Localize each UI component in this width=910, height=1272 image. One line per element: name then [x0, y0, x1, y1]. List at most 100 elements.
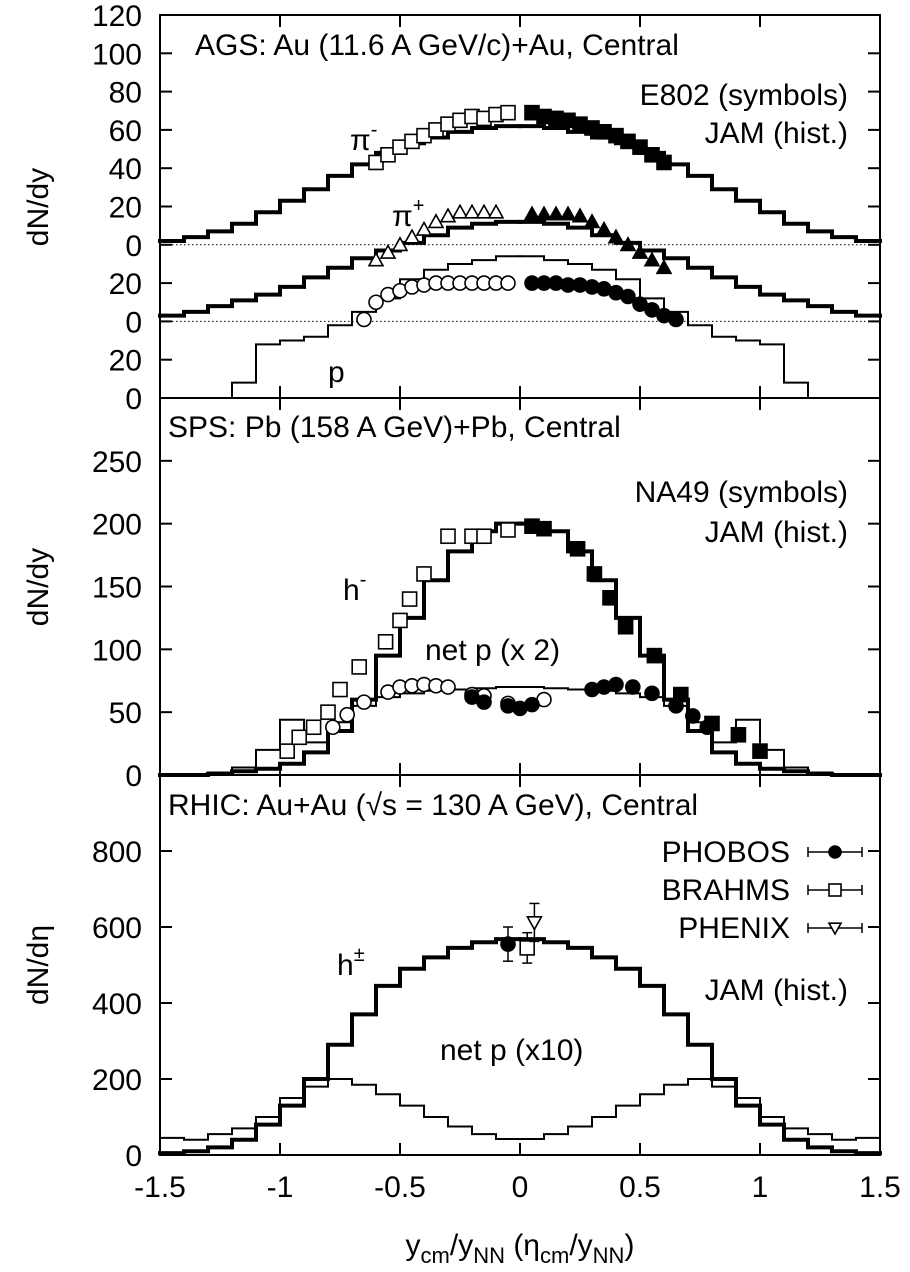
curve-label: π-: [350, 119, 377, 157]
x-tick-label: 0: [512, 1171, 529, 1204]
marker-circle: [476, 694, 492, 710]
marker-square: [377, 633, 394, 650]
marker-square: [279, 743, 296, 759]
panel-title: AGS: Au (11.6 A GeV/c)+Au, Central: [195, 29, 679, 62]
marker-triangle: [655, 259, 673, 275]
marker-square: [828, 883, 842, 897]
marker-square: [392, 612, 408, 629]
marker-circle: [608, 676, 624, 693]
y-tick-label: 600: [92, 912, 142, 945]
marker-square: [416, 566, 432, 582]
marker-triangle: [403, 228, 421, 244]
marker-circle: [356, 311, 372, 328]
marker-triangle: [427, 213, 445, 229]
x-tick-label: 0.5: [619, 1171, 661, 1204]
marker-triangle-down: [526, 916, 543, 932]
marker-triangle: [583, 213, 601, 229]
y-tick-label: 150: [92, 572, 142, 605]
y-tick-label: 80: [109, 77, 142, 110]
marker-circle: [500, 936, 516, 952]
y-tick-label: 20: [109, 268, 142, 301]
marker-circle: [500, 275, 516, 291]
marker-square: [536, 520, 552, 537]
label-text: π: [392, 200, 413, 233]
marker-triangle: [559, 205, 577, 221]
panel-title: RHIC: Au+Au (√s = 130 A GeV), Central: [168, 789, 698, 822]
marker-circle: [644, 685, 660, 702]
curve-label: h±: [337, 944, 365, 982]
marker-square: [656, 154, 672, 171]
marker-triangle: [595, 220, 613, 236]
marker-triangle: [439, 207, 457, 223]
x-label-sub: cm: [421, 1243, 450, 1268]
marker-circle: [368, 294, 384, 311]
marker-circle: [324, 719, 341, 736]
y-tick-label: 400: [92, 988, 142, 1021]
marker-triangle: [523, 205, 541, 221]
x-tick-label: -1.5: [134, 1171, 186, 1204]
label-sup: -: [371, 119, 378, 141]
marker-triangle: [367, 251, 385, 267]
y-tick-label: 0: [125, 306, 142, 339]
marker-triangle: [631, 243, 649, 259]
marker-circle: [828, 845, 842, 859]
panel-title: SPS: Pb (158 A GeV)+Pb, Central: [168, 411, 621, 444]
x-label-part: ): [624, 1229, 634, 1262]
note: JAM (hist.): [705, 974, 848, 1007]
y-tick-label: 20: [109, 192, 142, 225]
y-tick-label: 250: [92, 446, 142, 479]
y-tick-label: 50: [109, 697, 142, 730]
y-tick-label: 0: [125, 230, 142, 263]
marker-circle: [440, 679, 456, 695]
legend-label: PHENIX: [678, 912, 790, 945]
x-tick-label: 1.5: [859, 1171, 901, 1204]
y-axis-label: dN/dy: [22, 168, 55, 246]
legend-label: PHOBOS: [662, 836, 790, 869]
marker-square: [569, 540, 586, 557]
marker-circle: [668, 698, 684, 714]
x-tick-label: 1: [752, 1171, 769, 1204]
marker-triangle-down: [827, 922, 843, 936]
marker-circle: [699, 719, 716, 736]
marker-square: [401, 591, 418, 607]
label-text: π: [350, 124, 371, 157]
marker-circle: [684, 708, 701, 724]
marker-square: [320, 704, 336, 720]
marker-triangle: [475, 203, 493, 219]
marker-triangle: [487, 203, 505, 219]
marker-circle: [620, 288, 636, 305]
y-tick-label: 100: [92, 634, 142, 667]
x-label-sub: NN: [473, 1243, 505, 1268]
curve-label: p: [328, 356, 345, 389]
marker-square: [586, 566, 603, 582]
marker-circle: [624, 679, 641, 695]
y-axis-label: dN/dη: [22, 925, 55, 1005]
marker-square: [602, 590, 618, 606]
y-tick-label: 800: [92, 836, 142, 869]
y-tick-label: 200: [92, 509, 142, 542]
y-tick-label: 0: [125, 1140, 142, 1173]
note: JAM (hist.): [705, 516, 848, 549]
marker-square: [305, 719, 322, 736]
marker-circle: [524, 696, 540, 713]
x-label-part: /y: [569, 1229, 592, 1262]
label-sup: -: [360, 569, 367, 591]
note: E802 (symbols): [640, 79, 848, 112]
label-sup: ±: [354, 944, 365, 966]
marker-square: [332, 681, 348, 698]
curve-label: π+: [392, 195, 424, 233]
marker-circle: [668, 311, 684, 328]
x-label-sub: NN: [593, 1243, 625, 1268]
label-text: h: [343, 574, 360, 607]
marker-square: [500, 104, 516, 121]
marker-square: [500, 522, 516, 538]
y-tick-label: 20: [109, 345, 142, 378]
marker-square: [519, 940, 536, 956]
marker-circle: [356, 694, 372, 710]
y-tick-label: 0: [125, 760, 142, 793]
label-sup: +: [413, 195, 425, 217]
panel-frame: [159, 397, 881, 776]
panel-frame: [159, 774, 881, 1156]
legend-label: BRAHMS: [662, 874, 790, 907]
